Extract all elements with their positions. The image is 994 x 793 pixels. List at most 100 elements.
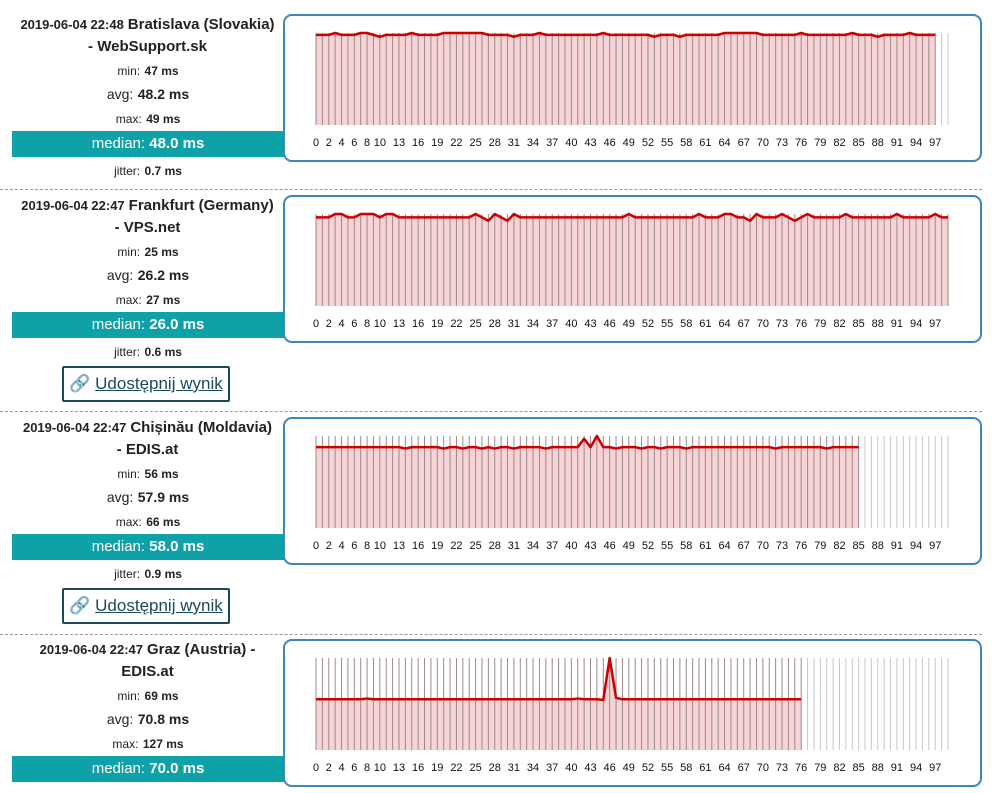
min-stat: min: 25 ms <box>12 243 284 261</box>
x-tick-label: 0 <box>313 318 319 330</box>
median-bar: median: 48.0 ms <box>12 131 284 157</box>
max-stat: max: 66 ms <box>12 513 284 531</box>
x-tick-label: 13 <box>393 540 405 552</box>
x-tick-label: 34 <box>527 762 539 774</box>
x-tick-label: 64 <box>718 137 730 149</box>
share-text: Udostępnij wynik <box>95 596 223 615</box>
ping-chart: 0 2 4 6 8 10 13 16 19 22 25 28 31 34 37 40 43 46 49 52 55 58 6… <box>283 14 982 162</box>
x-tick-label: 52 <box>642 318 654 330</box>
x-tick-label: 85 <box>853 318 865 330</box>
ping-area <box>316 33 936 125</box>
x-tick-label: 37 <box>546 137 558 149</box>
avg-stat-value: 57.9 ms <box>137 489 190 505</box>
x-tick-label: 37 <box>546 540 558 552</box>
x-tick-label: 8 <box>364 762 370 774</box>
x-tick-label: 31 <box>508 540 520 552</box>
separator <box>0 189 982 190</box>
jitter-stat-label: jitter: <box>114 567 141 581</box>
min-stat: min: 69 ms <box>12 687 284 705</box>
x-tick-label: 2 <box>326 762 332 774</box>
location: Chișinău (Moldavia) - EDIS.at <box>116 419 273 458</box>
x-tick-label: 25 <box>469 318 481 330</box>
median-label: median: <box>91 316 146 333</box>
avg-stat-label: avg: <box>106 267 134 283</box>
x-tick-label: 40 <box>565 137 577 149</box>
ping-area <box>316 214 948 306</box>
x-tick-label: 49 <box>623 137 635 149</box>
x-tick-label: 28 <box>489 137 501 149</box>
jitter-stat-value: 0.9 ms <box>144 567 182 581</box>
x-tick-label: 8 <box>364 318 370 330</box>
x-tick-label: 49 <box>623 318 635 330</box>
share-text: Udostępnij wynik <box>95 374 223 393</box>
x-tick-label: 97 <box>929 762 941 774</box>
separator <box>0 634 982 635</box>
x-tick-label: 10 <box>374 318 386 330</box>
max-stat-label: max: <box>115 515 142 529</box>
x-tick-label: 97 <box>929 318 941 330</box>
x-tick-label: 91 <box>891 540 903 552</box>
x-tick-label: 58 <box>680 318 692 330</box>
x-tick-label: 58 <box>680 762 692 774</box>
x-tick-label: 10 <box>374 762 386 774</box>
x-tick-label: 88 <box>872 762 884 774</box>
x-tick-label: 79 <box>814 762 826 774</box>
x-tick-label: 8 <box>364 540 370 552</box>
x-tick-label: 91 <box>891 318 903 330</box>
location: Frankfurt (Germany) - VPS.net <box>114 197 274 236</box>
x-tick-label: 70 <box>757 540 769 552</box>
x-tick-label: 0 <box>313 762 319 774</box>
share-button[interactable]: 🔗 Udostępnij wynik <box>62 588 230 624</box>
x-tick-label: 49 <box>623 762 635 774</box>
x-tick-label: 43 <box>584 318 596 330</box>
x-tick-label: 16 <box>412 137 424 149</box>
x-tick-label: 82 <box>833 762 845 774</box>
x-tick-label: 70 <box>757 762 769 774</box>
min-stat: min: 56 ms <box>12 465 284 483</box>
x-tick-label: 58 <box>680 137 692 149</box>
x-tick-label: 76 <box>795 762 807 774</box>
ping-area <box>316 436 859 528</box>
timestamp: 2019-06-04 22:47 <box>21 198 125 213</box>
x-tick-label: 16 <box>412 540 424 552</box>
min-stat-value: 25 ms <box>144 245 179 259</box>
max-stat-label: max: <box>115 112 142 126</box>
max-stat-value: 66 ms <box>146 515 181 529</box>
x-tick-label: 22 <box>450 540 462 552</box>
x-tick-label: 55 <box>661 318 673 330</box>
x-tick-label: 82 <box>833 540 845 552</box>
x-tick-label: 6 <box>351 762 357 774</box>
min-stat-value: 69 ms <box>144 689 179 703</box>
jitter-stat-value: 0.7 ms <box>144 164 182 178</box>
share-button[interactable]: 🔗 Udostępnij wynik <box>62 366 230 402</box>
avg-stat: avg: 26.2 ms <box>12 267 284 285</box>
result-header: 2019-06-04 22:48 Bratislava (Slovakia) - … <box>20 14 275 58</box>
ping-line <box>316 656 802 702</box>
ping-chart: 0 2 4 6 8 10 13 16 19 22 25 28 31 34 37 40 43 46 49 52 55 58 6… <box>283 417 982 565</box>
x-tick-label: 2 <box>326 540 332 552</box>
x-tick-label: 58 <box>680 540 692 552</box>
x-tick-label: 88 <box>872 137 884 149</box>
max-stat-label: max: <box>115 293 142 307</box>
x-tick-label: 2 <box>326 137 332 149</box>
x-tick-label: 67 <box>738 762 750 774</box>
min-stat-value: 47 ms <box>144 64 179 78</box>
ping-chart: 0 2 4 6 8 10 13 16 19 22 25 28 31 34 37 40 43 46 49 52 55 58 6… <box>283 195 982 343</box>
x-tick-label: 55 <box>661 762 673 774</box>
x-tick-label: 34 <box>527 137 539 149</box>
median-value: 70.0 ms <box>149 760 205 777</box>
max-stat-value: 27 ms <box>146 293 181 307</box>
avg-stat-value: 26.2 ms <box>137 267 190 283</box>
x-tick-label: 91 <box>891 137 903 149</box>
x-tick-label: 37 <box>546 318 558 330</box>
x-tick-label: 76 <box>795 318 807 330</box>
x-tick-label: 52 <box>642 762 654 774</box>
x-tick-label: 88 <box>872 540 884 552</box>
x-tick-label: 94 <box>910 540 922 552</box>
x-tick-label: 25 <box>469 540 481 552</box>
x-tick-label: 67 <box>738 137 750 149</box>
avg-stat-value: 70.8 ms <box>137 711 190 727</box>
x-tick-label: 79 <box>814 540 826 552</box>
x-tick-label: 64 <box>718 318 730 330</box>
